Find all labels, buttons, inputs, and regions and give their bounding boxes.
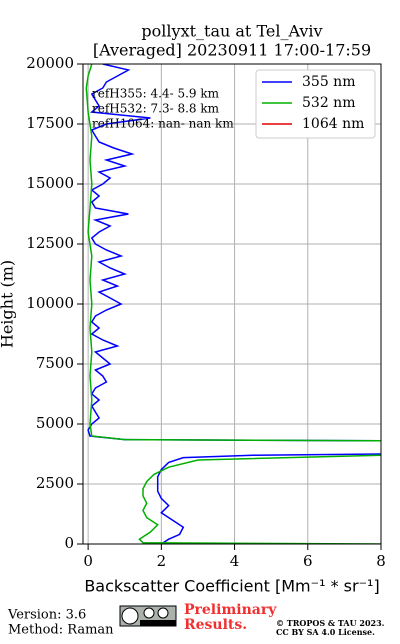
y-tick-label: 5000 <box>36 414 74 432</box>
y-axis-label: Height (m) <box>0 260 17 348</box>
legend-box <box>255 69 376 139</box>
version: Version: 3.6 <box>7 608 86 623</box>
y-tick-label: 20000 <box>26 54 74 72</box>
x-tick-label: 4 <box>230 552 240 570</box>
legend-label: 355 nm <box>302 74 355 90</box>
cc-badge <box>119 605 177 627</box>
y-tick-label: 12500 <box>26 234 74 252</box>
y-tick-label: 15000 <box>26 174 74 192</box>
license: CC BY SA 4.0 License. <box>276 627 375 637</box>
plot-frame <box>82 63 382 545</box>
results: Results. <box>184 617 247 633</box>
y-tick-label: 2500 <box>36 474 74 492</box>
x-axis-label: Backscatter Coefficient [Mm⁻¹ * sr⁻¹] <box>84 577 379 596</box>
chart-subtitle: [Averaged] 20230911 17:00-17:59 <box>93 41 371 60</box>
chart-title: pollyxt_tau at Tel_Aviv <box>141 22 322 41</box>
profile-line <box>85 64 381 544</box>
x-tick-label: 8 <box>376 552 386 570</box>
preliminary: Preliminary <box>184 602 277 618</box>
x-tick-label: 6 <box>303 552 313 570</box>
y-tick-label: 0 <box>64 534 74 552</box>
method: Method: Raman <box>8 623 114 638</box>
annotation: refH355: 4.4- 5.9 km <box>92 87 220 101</box>
annotation: refH1064: nan- nan km <box>92 117 234 131</box>
annotation: refH532: 7.3- 8.8 km <box>92 102 220 116</box>
legend-label: 532 nm <box>302 95 355 111</box>
y-tick-label: 17500 <box>26 114 74 132</box>
profile-line <box>87 64 381 544</box>
y-tick-label: 10000 <box>26 294 74 312</box>
copyright: © TROPOS & TAU 2023. <box>276 618 385 628</box>
x-tick-label: 0 <box>83 552 93 570</box>
y-tick-label: 7500 <box>36 354 74 372</box>
x-tick-label: 2 <box>157 552 167 570</box>
plot-area <box>85 64 381 544</box>
legend-label: 1064 nm <box>302 116 364 132</box>
